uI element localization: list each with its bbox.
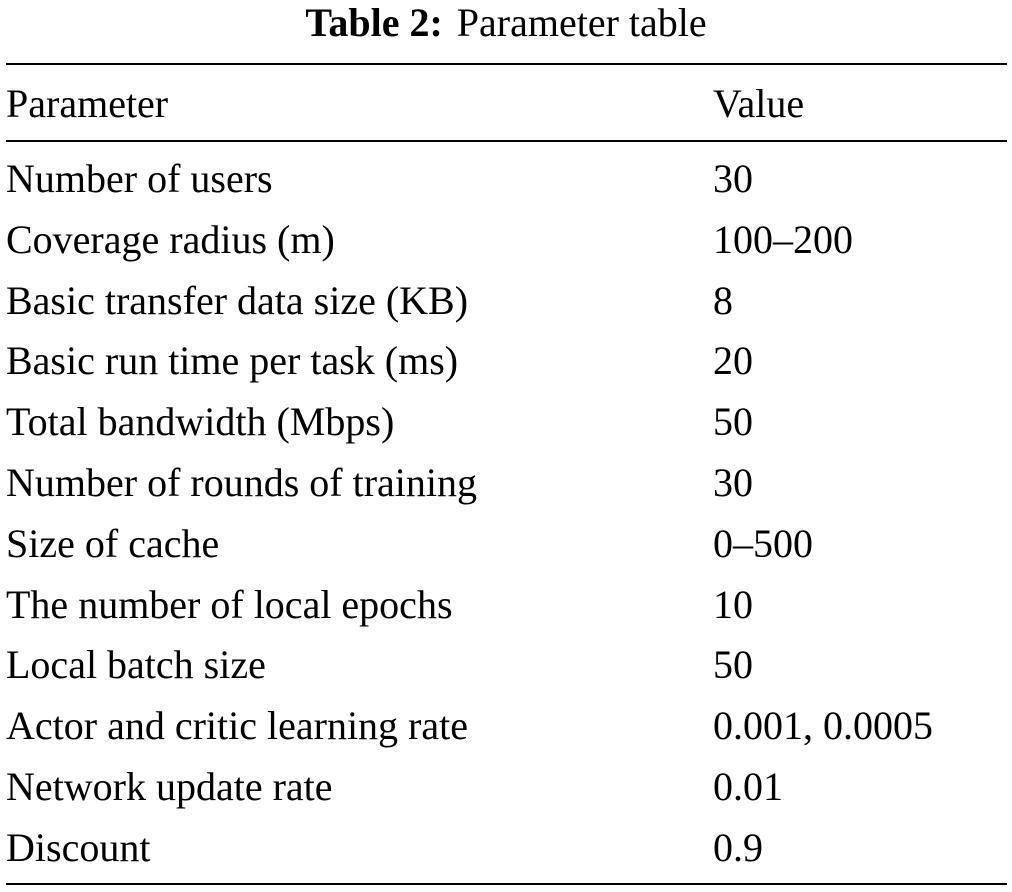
value-cell: 100–200 [713, 216, 853, 262]
table-header: Parameter Value [6, 73, 1007, 149]
table-row: Basic run time per task (ms) 20 [6, 331, 1007, 392]
value-cell: 0.001, 0.0005 [713, 703, 933, 749]
column-header-parameter: Parameter [6, 81, 169, 126]
value-cell: 30 [713, 459, 753, 505]
parameter-cell: Discount [6, 824, 151, 870]
parameter-cell: Basic run time per task (ms) [6, 338, 459, 384]
table-row: Basic transfer data size (KB) 8 [6, 271, 1007, 332]
table-row: Total bandwidth (Mbps) 50 [6, 392, 1007, 453]
table-header-row: Parameter Value [6, 73, 1007, 135]
table-caption: Table 2: Parameter table [0, 0, 1012, 46]
table-header-rule [6, 140, 1007, 142]
value-cell: 30 [713, 156, 753, 201]
column-header-value: Value [713, 81, 805, 126]
table-row: Discount 0.9 [6, 818, 1007, 879]
parameter-table: Parameter Value Number of users 30 Cover… [6, 73, 1007, 879]
value-cell: 50 [713, 642, 753, 688]
table-row: The number of local epochs 10 [6, 575, 1007, 636]
header-spacer-cell [6, 135, 1007, 149]
table-row: Coverage radius (m) 100–200 [6, 210, 1007, 271]
value-cell: 0–500 [713, 520, 813, 566]
table-row: Size of cache 0–500 [6, 514, 1007, 575]
table-caption-label: Table 2: [305, 0, 443, 45]
value-cell: 20 [713, 338, 753, 384]
table-row: Actor and critic learning rate 0.001, 0.… [6, 696, 1007, 757]
parameter-cell: Number of users [6, 156, 273, 201]
value-cell: 8 [713, 277, 733, 323]
parameter-cell: Size of cache [6, 520, 220, 566]
table-row: Number of rounds of training 30 [6, 453, 1007, 514]
table-bottom-rule [6, 883, 1007, 885]
parameter-cell: Local batch size [6, 642, 266, 688]
parameter-cell: Actor and critic learning rate [6, 703, 468, 749]
parameter-cell: Coverage radius (m) [6, 216, 335, 262]
table-caption-title: Parameter table [456, 0, 707, 45]
value-cell: 50 [713, 399, 753, 445]
table-row: Number of users 30 [6, 149, 1007, 210]
parameter-cell: Basic transfer data size (KB) [6, 277, 469, 323]
value-cell: 0.01 [713, 763, 783, 809]
table-row: Network update rate 0.01 [6, 757, 1007, 818]
value-cell: 0.9 [713, 824, 763, 870]
parameter-cell: Total bandwidth (Mbps) [6, 399, 395, 445]
table-row: Local batch size 50 [6, 635, 1007, 696]
value-cell: 10 [713, 581, 753, 627]
parameter-cell: Number of rounds of training [6, 459, 478, 505]
header-spacer-row [6, 135, 1007, 149]
table-top-rule [6, 63, 1007, 65]
table-body: Number of users 30 Coverage radius (m) 1… [6, 149, 1007, 879]
parameter-cell: Network update rate [6, 763, 333, 809]
parameter-cell: The number of local epochs [6, 581, 453, 627]
